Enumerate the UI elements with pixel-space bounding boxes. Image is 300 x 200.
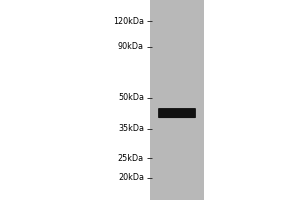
Text: 20kDa: 20kDa — [118, 173, 144, 182]
Bar — [150, 0, 204, 200]
Text: 25kDa: 25kDa — [118, 154, 144, 163]
Text: 35kDa: 35kDa — [118, 124, 144, 133]
FancyBboxPatch shape — [158, 108, 196, 118]
Text: 50kDa: 50kDa — [118, 93, 144, 102]
Text: 120kDa: 120kDa — [113, 17, 144, 26]
Text: 90kDa: 90kDa — [118, 42, 144, 51]
